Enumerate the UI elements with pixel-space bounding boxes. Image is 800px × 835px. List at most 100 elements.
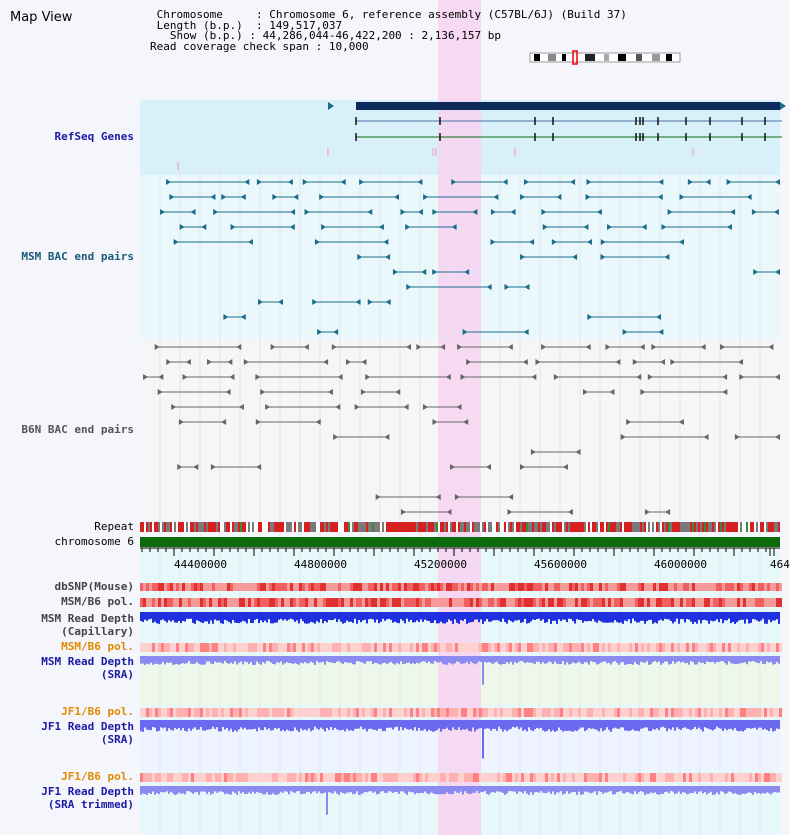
chromosome-label[interactable]: chromosome 6 bbox=[54, 535, 134, 548]
msm-pol-cell bbox=[479, 598, 482, 607]
msm-pol-cell bbox=[170, 598, 173, 607]
msm-sra-depth-bar bbox=[376, 656, 378, 664]
repeat-label[interactable]: Repeat bbox=[94, 520, 134, 533]
msm-bac-label[interactable]: MSM BAC end pairs bbox=[21, 250, 134, 263]
jf1-sra-depth-bar bbox=[194, 720, 196, 728]
jf1-pol-cell bbox=[758, 708, 761, 717]
msm-sra-depth-bar bbox=[422, 656, 424, 662]
msm-bac-end bbox=[524, 284, 530, 290]
msm-pol-cell bbox=[383, 598, 386, 607]
repeat-block bbox=[778, 522, 780, 532]
msm-capillary-depth-bar bbox=[674, 612, 676, 622]
jf1-pol-cell bbox=[749, 708, 752, 717]
msm-sra-pol-cell bbox=[332, 643, 335, 652]
msm-capillary-depth-bar bbox=[756, 612, 758, 621]
jf1-sra-depth-bar bbox=[428, 720, 430, 730]
jf1-sra-depth-bar bbox=[514, 720, 516, 728]
msm-bac-end bbox=[773, 209, 779, 215]
msm-sra-depth-bar bbox=[514, 656, 516, 662]
b6n-bac-end bbox=[605, 344, 611, 350]
chromosome-bar[interactable] bbox=[140, 537, 780, 547]
msm-capillary-depth-bar bbox=[700, 612, 702, 624]
jf1-depth-sra-label-1[interactable]: JF1 Read Depth bbox=[41, 720, 134, 733]
repeat-block bbox=[152, 522, 154, 532]
msm-b6-pol-label[interactable]: MSM/B6 pol. bbox=[61, 595, 134, 608]
repeat-block bbox=[238, 522, 240, 532]
jf1-pol-cell bbox=[644, 708, 647, 717]
msm-capillary-depth-bar bbox=[334, 612, 336, 619]
msm-pol-cell bbox=[584, 598, 587, 607]
jf1-depth-trimmed-label-1[interactable]: JF1 Read Depth bbox=[41, 785, 134, 798]
jf1-sra-depth-bar bbox=[146, 720, 148, 730]
msm-sra-pol-cell bbox=[725, 643, 728, 652]
repeat-block bbox=[292, 522, 294, 532]
jf1-trim-depth-bar bbox=[686, 786, 688, 795]
b6n-bac-label[interactable]: B6N BAC end pairs bbox=[21, 423, 134, 436]
jf1-trim-pol-cell bbox=[710, 773, 713, 782]
msm-sra-depth-bar bbox=[724, 656, 726, 664]
refseq-genes-track[interactable] bbox=[177, 102, 786, 170]
msm-capillary-depth-bar bbox=[352, 612, 354, 623]
jf1-trim-depth-bar bbox=[494, 786, 496, 793]
jf1-sra-depth-bar bbox=[676, 720, 678, 728]
msm-sra-depth-bar bbox=[428, 656, 430, 662]
read-depth-tracks[interactable] bbox=[140, 612, 780, 815]
msm-bac-end-pairs-track[interactable] bbox=[160, 179, 780, 335]
msm-sra-depth-bar bbox=[470, 656, 472, 662]
msm-bac-end bbox=[656, 314, 662, 320]
jf1-sra-depth-bar bbox=[206, 720, 208, 730]
msm-sra-depth-bar bbox=[732, 656, 734, 664]
msm-depth-capillary-label-1[interactable]: MSM Read Depth bbox=[41, 612, 134, 625]
jf1-trim-pol-cell bbox=[692, 773, 695, 782]
repeat-block bbox=[434, 522, 436, 532]
jf1-trim-depth-bar bbox=[322, 786, 324, 794]
jf1-trim-pol-cell bbox=[308, 773, 311, 782]
msm-capillary-depth-bar bbox=[216, 612, 218, 621]
jf1-sra-depth-bar bbox=[512, 720, 514, 727]
jf1-sra-depth-bar bbox=[188, 720, 190, 729]
repeat-track[interactable] bbox=[140, 522, 780, 532]
jf1-trim-depth-bar bbox=[196, 786, 198, 793]
msm-b6-pol-sra-label[interactable]: MSM/B6 pol. bbox=[61, 640, 134, 653]
jf1-sra-depth-bar bbox=[670, 720, 672, 730]
repeat-block bbox=[596, 522, 598, 532]
dbsnp-cell bbox=[773, 583, 776, 591]
jf1-b6-pol-trimmed-label[interactable]: JF1/B6 pol. bbox=[61, 770, 134, 783]
msm-sra-pol-cell bbox=[302, 643, 305, 652]
polymorphism-tracks[interactable] bbox=[140, 583, 782, 782]
b6n-bac-end bbox=[454, 494, 460, 500]
msm-sra-depth-bar bbox=[226, 656, 228, 664]
jf1-trim-pol-cell bbox=[281, 773, 284, 782]
msm-sra-depth-bar bbox=[316, 656, 318, 661]
jf1-sra-depth-bar bbox=[422, 720, 424, 731]
refseq-genes-label[interactable]: RefSeq Genes bbox=[54, 130, 134, 143]
msm-capillary-depth-bar bbox=[258, 612, 260, 624]
msm-pol-cell bbox=[533, 598, 536, 607]
dbsnp-cell bbox=[590, 583, 593, 591]
jf1-pol-cell bbox=[647, 708, 650, 717]
msm-sra-depth-bar bbox=[348, 656, 350, 663]
msm-pol-cell bbox=[281, 598, 284, 607]
selection-highlight[interactable] bbox=[438, 0, 481, 835]
msm-capillary-depth-bar bbox=[230, 612, 232, 624]
jf1-trim-pol-cell bbox=[440, 773, 443, 782]
msm-sra-pol-cell bbox=[533, 643, 536, 652]
b6n-bac-end-pairs-track[interactable] bbox=[143, 344, 780, 515]
msm-sra-depth-bar bbox=[680, 656, 682, 663]
dbsnp-label[interactable]: dbSNP(Mouse) bbox=[54, 580, 134, 593]
jf1-pol-cell bbox=[737, 708, 740, 717]
msm-pol-cell bbox=[497, 598, 500, 607]
msm-sra-depth-bar bbox=[394, 656, 396, 665]
jf1-b6-pol-label[interactable]: JF1/B6 pol. bbox=[61, 705, 134, 718]
msm-depth-sra-label-1[interactable]: MSM Read Depth bbox=[41, 655, 134, 668]
jf1-trim-depth-bar bbox=[276, 786, 278, 795]
chromosome-ideogram[interactable] bbox=[529, 50, 681, 65]
jf1-trim-pol-cell bbox=[506, 773, 509, 782]
msm-capillary-depth-bar bbox=[702, 612, 704, 621]
msm-sra-depth-bar bbox=[440, 656, 442, 662]
msm-pol-cell bbox=[188, 598, 191, 607]
jf1-sra-depth-bar bbox=[724, 720, 726, 729]
msm-sra-depth-bar bbox=[240, 656, 242, 662]
jf1-sra-depth-bar bbox=[742, 720, 744, 732]
